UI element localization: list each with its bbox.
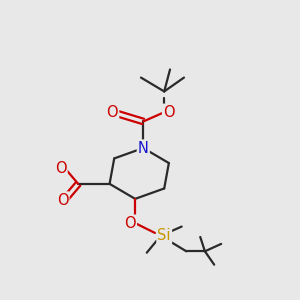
Text: N: N	[138, 140, 149, 155]
Text: Si: Si	[158, 228, 171, 243]
Text: O: O	[57, 193, 68, 208]
Text: O: O	[124, 216, 136, 231]
Text: O: O	[55, 161, 67, 176]
Text: O: O	[163, 105, 175, 120]
Text: O: O	[106, 105, 118, 120]
